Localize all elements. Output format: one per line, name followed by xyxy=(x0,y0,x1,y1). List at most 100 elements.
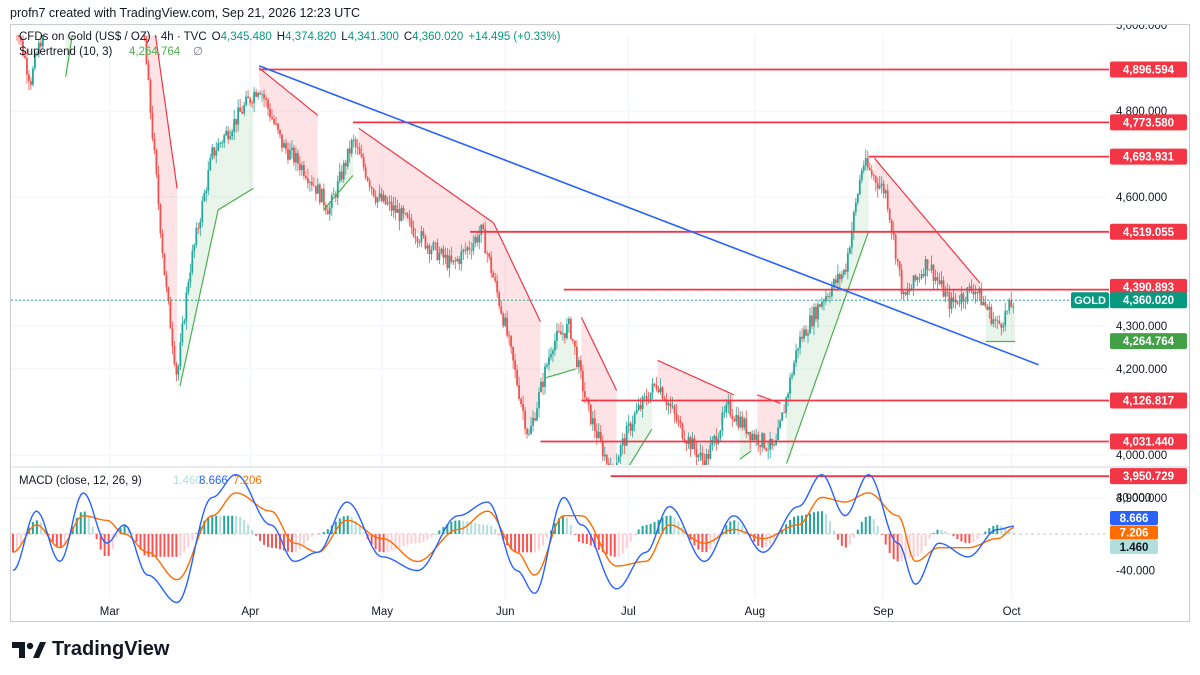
macd-histogram-bar xyxy=(625,534,628,549)
candle-body xyxy=(482,224,485,229)
candle-body xyxy=(273,118,275,124)
candle-body xyxy=(368,180,371,187)
candle-body xyxy=(446,254,449,269)
candle-body xyxy=(747,431,750,434)
candle-body xyxy=(414,236,417,238)
candle-body xyxy=(235,118,238,125)
macd-badge xyxy=(1110,511,1158,525)
macd-histogram-bar xyxy=(123,524,126,534)
macd-histogram-bar xyxy=(342,516,345,534)
candle-body xyxy=(952,297,955,302)
candle-body xyxy=(723,412,726,413)
macd-histogram-bar xyxy=(75,517,78,534)
macd-histogram-bar xyxy=(139,534,142,550)
macd-histogram-bar xyxy=(653,522,656,534)
macd-histogram-bar xyxy=(964,534,967,543)
macd-histogram-bar xyxy=(573,534,576,535)
macd-histogram-bar xyxy=(940,529,943,534)
macd-histogram-bar xyxy=(247,524,250,534)
candle-body xyxy=(1010,300,1013,308)
macd-histogram-bar xyxy=(753,534,756,542)
candle-body xyxy=(217,143,220,151)
candle-body xyxy=(918,277,921,279)
candle-body xyxy=(854,202,857,213)
supertrend-fill xyxy=(493,222,541,438)
macd-histogram-bar xyxy=(992,525,995,534)
legend-macd-label: MACD (close, 12, 26, 9) xyxy=(19,475,142,487)
candle-body xyxy=(380,193,383,201)
supertrend-line xyxy=(65,35,1016,465)
time-tick-label: Aug xyxy=(745,606,765,618)
trendline-group xyxy=(258,65,1039,366)
macd-histogram-bar xyxy=(514,534,517,553)
time-axis[interactable]: Mar Apr May Jun Jul Aug Sep Oct xyxy=(100,606,1022,618)
macd-tick-label: -40.000 xyxy=(1116,566,1155,578)
candle-body xyxy=(693,438,696,450)
candle-body xyxy=(318,184,321,203)
supertrend-segment xyxy=(628,428,653,465)
macd-histogram-bar xyxy=(741,525,744,534)
tradingview-logo[interactable]: TradingView xyxy=(12,638,169,661)
supertrend-fill xyxy=(180,145,219,387)
macd-histogram-bar xyxy=(370,534,373,545)
candle-body xyxy=(538,392,540,409)
macd-histogram-bar xyxy=(111,534,114,549)
candle-body xyxy=(275,123,277,125)
candle-body xyxy=(589,404,592,425)
candle-body xyxy=(478,234,481,243)
candle-body xyxy=(384,195,387,205)
candle-body xyxy=(587,399,590,405)
candle-body xyxy=(691,438,694,450)
level-badge-label: 4,031.440 xyxy=(1123,436,1174,448)
macd-histogram-bar xyxy=(159,534,162,557)
candle-body xyxy=(285,143,287,150)
supertrend-fill xyxy=(786,162,869,464)
candle-body xyxy=(287,149,289,160)
candle-body xyxy=(653,383,656,385)
macd-histogram-bar xyxy=(446,524,449,534)
candle-body xyxy=(842,269,845,275)
macd-histogram-bar xyxy=(852,534,855,539)
candle-body xyxy=(926,259,929,270)
candle-body xyxy=(159,204,162,234)
candle-body xyxy=(428,245,431,255)
level-badge xyxy=(1110,114,1187,131)
macd-histogram-bar xyxy=(585,534,588,544)
candle-body xyxy=(183,320,186,324)
macd-histogram-bar xyxy=(880,534,883,535)
candle-body xyxy=(571,338,574,341)
macd-histogram-bar xyxy=(107,534,110,556)
candle-body xyxy=(617,456,620,463)
price-axis[interactable]: 5,300.0005,200.0005,100.0005,000.0004,80… xyxy=(1116,20,1167,505)
macd-histogram-bar xyxy=(801,515,804,534)
candle-body xyxy=(874,176,877,184)
macd-histogram-bar xyxy=(812,512,815,534)
candle-body xyxy=(916,277,919,281)
candle-body xyxy=(675,413,678,421)
candle-body xyxy=(761,433,764,448)
candle-body xyxy=(566,324,568,339)
candle-body xyxy=(671,406,674,408)
macd-histogram-bar xyxy=(808,513,811,534)
candle-body xyxy=(39,42,42,47)
candle-body xyxy=(342,162,345,180)
candle-body xyxy=(464,249,467,251)
candle-body xyxy=(986,305,989,310)
chart-canvas[interactable]: 5,300.0005,200.0005,100.0005,000.0004,80… xyxy=(11,20,1189,621)
macd-histogram-bar xyxy=(394,534,397,550)
supertrend-fill xyxy=(143,35,178,378)
candle-body xyxy=(984,301,987,306)
macd-histogram-bar xyxy=(944,531,947,534)
macd-histogram-bar xyxy=(191,534,194,541)
candle-body xyxy=(271,117,273,119)
macd-histogram-bar xyxy=(781,529,784,534)
macd-histogram-bar xyxy=(259,534,262,541)
candle-body xyxy=(454,260,457,262)
macd-histogram-bar xyxy=(589,534,592,546)
candle-body xyxy=(396,209,399,213)
macd-histogram-bar xyxy=(757,534,760,546)
supertrend-segment xyxy=(756,394,781,404)
time-tick-label: Jul xyxy=(621,606,636,618)
macd-histogram-bar xyxy=(968,534,971,544)
level-badge-label: 3,950.729 xyxy=(1123,471,1174,483)
